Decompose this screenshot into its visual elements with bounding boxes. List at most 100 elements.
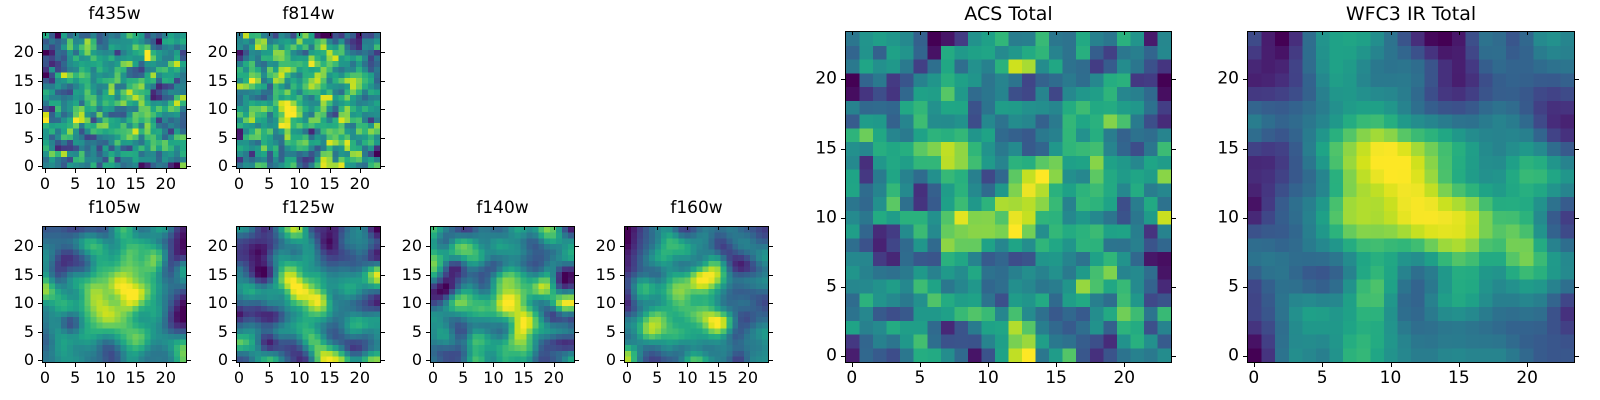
ytick-right-f814w-0 [381,166,385,168]
xtick-top-f814w-0 [239,32,241,36]
ytick-f814w-2 [232,109,236,111]
xtick-f435w-0 [45,169,47,173]
yticklabel-f814w-2: 10 [207,99,228,119]
xtick-top-f435w-1 [75,32,77,36]
xticklabel-f160w-4: 20 [737,368,759,387]
xtick-f105w-1 [75,363,77,367]
xtick-f140w-0 [433,363,435,367]
yticklabel-f125w-2: 10 [207,293,228,313]
panel-title-f814w: f814w [282,4,335,24]
heatmap-image-f125w [237,227,380,362]
xticklabel-f105w-2: 10 [95,368,116,387]
axes-f105w [42,226,187,363]
yticklabel-wfc3_ir_total-2: 10 [1217,207,1239,228]
ytick-right-f435w-4 [187,51,191,53]
xticklabel-f105w-0: 0 [39,368,51,387]
xticklabel-f814w-3: 15 [319,174,340,193]
xtick-top-f125w-4 [359,226,361,230]
panel-f435w: f435w 0 5 10 15 20 0 5 10 15 20 [0,4,247,201]
yticklabel-f160w-1: 5 [605,321,616,341]
yticklabel-f160w-4: 20 [595,235,616,255]
xticklabel-acs_total-3: 15 [1045,368,1068,388]
ytick-right-f435w-1 [187,137,191,139]
xtick-f814w-1 [269,169,271,173]
xtick-f140w-2 [493,363,495,367]
yticklabel-f814w-4: 20 [207,41,228,61]
yticklabel-f125w-4: 20 [207,235,228,255]
yticklabel-wfc3_ir_total-1: 5 [1228,276,1239,297]
ytick-right-f105w-4 [187,245,191,247]
ytick-right-f435w-3 [187,80,191,82]
ytick-f105w-1 [38,331,42,333]
xticklabel-wfc3_ir_total-1: 5 [1316,368,1328,388]
xtick-f140w-1 [463,363,465,367]
panel-f105w: f105w 0 5 10 15 20 0 5 10 15 20 [0,198,247,395]
xtick-f814w-4 [359,169,361,173]
yticklabel-acs_total-3: 15 [815,138,837,159]
xtick-top-f435w-0 [45,32,47,36]
ytick-right-f140w-3 [575,274,579,276]
yticklabel-acs_total-4: 20 [815,68,837,89]
ytick-wfc3_ir_total-1 [1243,286,1247,288]
ytick-f814w-0 [232,166,236,168]
yticklabel-wfc3_ir_total-3: 15 [1217,138,1239,159]
xtick-f435w-2 [105,169,107,173]
xticklabel-f140w-4: 20 [543,368,565,387]
xtick-top-f160w-2 [687,226,689,230]
ytick-wfc3_ir_total-3 [1243,148,1247,150]
ytick-acs_total-2 [841,217,845,219]
ytick-right-f125w-3 [381,274,385,276]
panel-title-f105w: f105w [88,198,141,218]
xtick-top-f140w-1 [463,226,465,230]
yticklabel-f140w-1: 5 [411,321,422,341]
ytick-right-f140w-1 [575,331,579,333]
xtick-top-f105w-2 [105,226,107,230]
yticklabel-f435w-0: 0 [23,156,34,176]
xticklabel-f125w-0: 0 [233,368,245,387]
xtick-top-wfc3_ir_total-2 [1390,31,1392,35]
ytick-right-f160w-1 [769,331,773,333]
ytick-right-f140w-4 [575,245,579,247]
ytick-f105w-4 [38,245,42,247]
xtick-f140w-3 [523,363,525,367]
xticklabel-f105w-1: 5 [70,368,81,387]
xticklabel-f140w-1: 5 [458,368,469,387]
axes-f125w [236,226,381,363]
xtick-top-f435w-3 [135,32,137,36]
ytick-acs_total-4 [841,79,845,81]
ytick-f814w-1 [232,137,236,139]
xtick-wfc3_ir_total-2 [1390,363,1392,367]
yticklabel-f105w-4: 20 [13,235,34,255]
panel-title-acs_total: ACS Total [964,3,1053,25]
xtick-f160w-0 [627,363,629,367]
xticklabel-f814w-1: 5 [264,174,275,193]
heatmap-image-wfc3_ir_total [1248,32,1574,362]
ytick-right-wfc3_ir_total-1 [1575,286,1579,288]
panel-f814w: f814w 0 5 10 15 20 0 5 10 15 20 [176,4,441,201]
yticklabel-f140w-3: 15 [401,264,422,284]
ytick-right-f140w-2 [575,303,579,305]
xtick-top-acs_total-3 [1056,31,1058,35]
ytick-f140w-2 [426,303,430,305]
xtick-top-f105w-1 [75,226,77,230]
xticklabel-f814w-4: 20 [349,174,371,193]
ytick-f435w-4 [38,51,42,53]
ytick-right-f160w-4 [769,245,773,247]
heatmap-image-f435w [43,33,186,168]
panel-title-f160w: f160w [670,198,723,218]
xticklabel-acs_total-0: 0 [846,368,858,388]
xtick-f160w-1 [657,363,659,367]
yticklabel-f814w-0: 0 [217,156,228,176]
xtick-acs_total-0 [851,363,853,367]
xticklabel-f160w-0: 0 [621,368,633,387]
ytick-f160w-3 [620,274,624,276]
xtick-top-f160w-3 [717,226,719,230]
xtick-f814w-0 [239,169,241,173]
yticklabel-f125w-1: 5 [217,321,228,341]
ytick-right-f160w-0 [769,360,773,362]
panel-f140w: f140w 0 5 10 15 20 0 5 10 15 20 [370,198,635,395]
ytick-f140w-3 [426,274,430,276]
xticklabel-acs_total-2: 10 [977,368,999,388]
ytick-f140w-4 [426,245,430,247]
